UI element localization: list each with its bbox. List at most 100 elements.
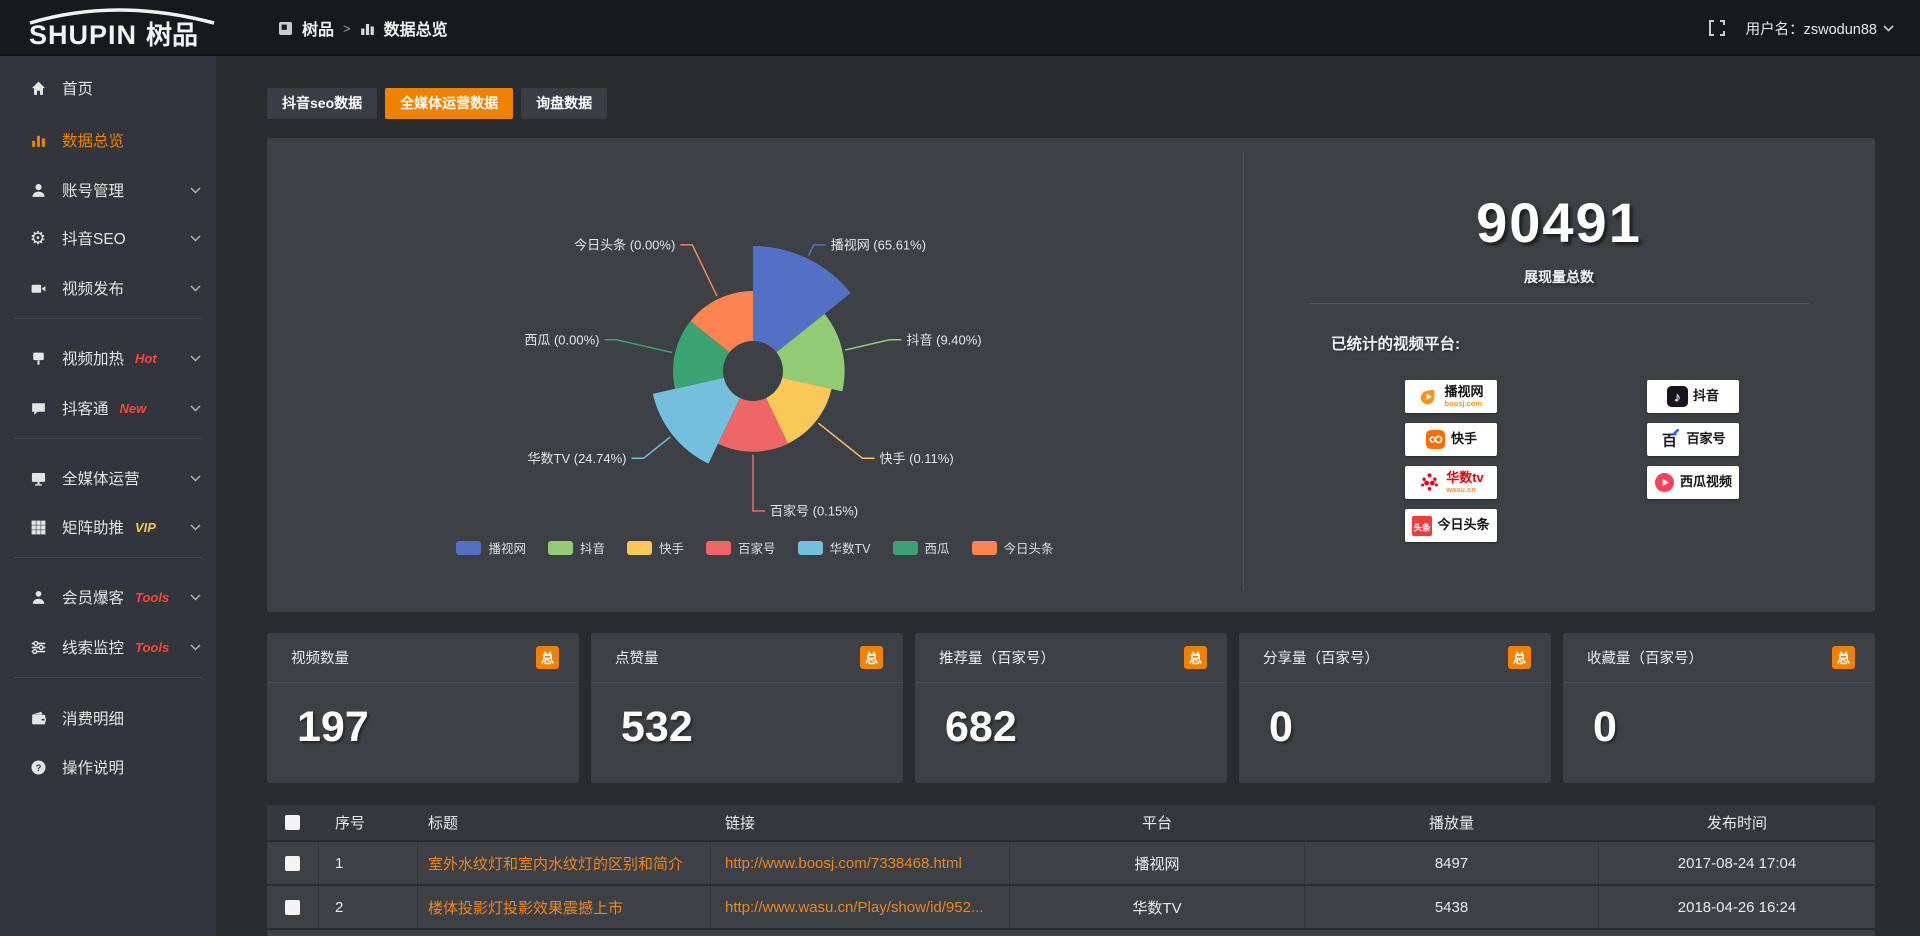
sidebar-item-account-manage[interactable]: 账号管理 xyxy=(0,170,216,210)
sidebar-item-badge: Tools xyxy=(135,639,170,655)
sidebar-item-badge: New xyxy=(119,400,147,416)
chevron-down-icon xyxy=(1883,24,1894,32)
sidebar-item-video-publish[interactable]: 视频发布 xyxy=(0,268,216,308)
pie-slice-3[interactable] xyxy=(718,398,788,452)
pie-slice-6[interactable] xyxy=(690,291,754,353)
legend-label: 百家号 xyxy=(738,542,776,556)
summary-section: 90491 展现量总数 已统计的视频平台: 播视网 boosj.com 快手 华数tv… xyxy=(1243,138,1875,612)
pie-slice-4[interactable] xyxy=(652,377,740,464)
select-all-checkbox[interactable] xyxy=(285,815,300,830)
legend-item-3[interactable]: 百家号 xyxy=(706,538,776,557)
sidebar-item-douyin-seo[interactable]: ⚙ 抖音SEO xyxy=(0,218,216,258)
platform-name: 西瓜视频 xyxy=(1679,474,1732,490)
tab-douyin-seo-data[interactable]: 抖音seo数据 xyxy=(267,88,378,119)
video-title-link[interactable]: 楼体投影灯投影效果震撼上市 xyxy=(428,899,624,917)
platform-name: 今日头条 xyxy=(1437,517,1490,533)
sidebar-item-data-overview[interactable]: 数据总览 xyxy=(0,120,216,160)
legend-item-4[interactable]: 华数TV xyxy=(797,538,871,557)
tab-omni-media-data[interactable]: 全媒体运营数据 xyxy=(385,88,514,119)
sidebar-item-badge: Tools xyxy=(135,589,170,605)
pie-label: 快手 (0.11%) xyxy=(880,451,954,466)
cell-time: 2017-08-24 17:04 xyxy=(1677,854,1797,872)
sidebar-item-home[interactable]: 首页 xyxy=(0,68,216,108)
total-badge: 总 xyxy=(860,646,883,669)
stat-card-0: 视频数量 总 197 xyxy=(267,633,579,783)
sidebar-item-operation-guide[interactable]: ? 操作说明 xyxy=(0,747,216,787)
stat-card-value: 0 xyxy=(1269,703,1293,751)
stat-card-label: 点赞量 xyxy=(615,651,659,667)
table-row-1: 1 室外水纹灯和室内水纹灯的区别和简介 http://www.boosj.com/7… xyxy=(267,840,1875,884)
tab-bar: 抖音seo数据 全媒体运营数据 询盘数据 xyxy=(267,88,608,119)
stat-card-1: 点赞量 总 532 xyxy=(591,633,903,783)
pie-slice-1[interactable] xyxy=(776,313,845,392)
sidebar-item-label: 线索监控 xyxy=(62,640,125,657)
overview-panel: 播视网 (65.61%) 抖音 (9.40%) 快手 (0.11%) 百家号 (0.1… xyxy=(267,138,1875,612)
platform-badge-baijiahao: 百百家号 xyxy=(1647,423,1739,456)
fullscreen-icon[interactable] xyxy=(1708,19,1726,37)
label-line xyxy=(752,454,765,512)
app-window-icon xyxy=(279,21,292,35)
legend-item-0[interactable]: 播视网 xyxy=(456,538,526,557)
legend-item-2[interactable]: 快手 xyxy=(626,538,684,557)
column-header: 平台 xyxy=(1010,805,1305,840)
video-title-link[interactable]: 室外水纹灯和室内水纹灯的区别和简介 xyxy=(428,855,684,873)
baijiahao-icon: 百 xyxy=(1660,429,1681,450)
app-logo[interactable]: SHUPIN 树品 xyxy=(16,6,228,55)
row-checkbox[interactable] xyxy=(285,899,300,915)
video-url-link[interactable]: http://www.boosj.com/7338468.html xyxy=(725,854,962,872)
chevron-down-icon xyxy=(190,285,201,292)
video-icon xyxy=(28,278,48,298)
sidebar-item-label: 视频加热 xyxy=(62,351,125,368)
platform-badge-wasu: 华数tv wasu.cn xyxy=(1405,466,1497,499)
monitor-icon xyxy=(28,468,48,488)
breadcrumb-root[interactable]: 树品 xyxy=(302,22,335,39)
pie-slice-5[interactable] xyxy=(673,321,730,389)
user-menu[interactable]: 用户名：zswodun88 xyxy=(1746,18,1894,39)
label-line xyxy=(807,244,826,257)
sidebar-item-video-boost[interactable]: 视频加热 Hot xyxy=(0,338,216,378)
row-checkbox[interactable] xyxy=(285,855,300,871)
legend-item-6[interactable]: 今日头条 xyxy=(971,538,1054,557)
legend-label: 抖音 xyxy=(579,542,605,556)
platform-badge-douyin: ♪ ♪ ♪ 抖音 xyxy=(1647,380,1739,413)
legend-item-5[interactable]: 西瓜 xyxy=(892,538,950,557)
sidebar-item-member-burst[interactable]: 会员爆客 Tools xyxy=(0,577,216,617)
column-header: 序号 xyxy=(319,805,418,840)
stat-card-2: 推荐量（百家号） 总 682 xyxy=(915,633,1227,783)
sidebar-item-matrix-assist[interactable]: 矩阵助推 VIP xyxy=(0,507,216,547)
pie-slice-0[interactable] xyxy=(753,246,851,353)
legend-swatch xyxy=(797,540,823,555)
sidebar-item-expense-detail[interactable]: 消费明细 xyxy=(0,698,216,738)
cell-plays: 5438 xyxy=(1305,886,1599,928)
header-checkbox-cell xyxy=(267,805,319,840)
xigua-icon xyxy=(1654,472,1675,493)
sidebar-item-douketong[interactable]: 抖客通 New xyxy=(0,388,216,428)
member-icon xyxy=(28,587,48,607)
platform-badges-left: 播视网 boosj.com 快手 华数tv wasu.cn 头条 今日头条 xyxy=(1405,380,1497,542)
boosj-icon xyxy=(1418,386,1439,407)
pie-slice-2[interactable] xyxy=(766,377,832,444)
table-row-2: 2 楼体投影灯投影效果震撼上市 http://www.wasu.cn/Play/sh… xyxy=(267,884,1875,928)
sliders-icon xyxy=(28,637,48,657)
legend-swatch xyxy=(547,540,573,555)
video-url-link[interactable]: http://www.wasu.cn/Play/show/id/952... xyxy=(725,898,984,916)
label-line xyxy=(680,244,718,297)
cell-platform: 华数TV xyxy=(1010,886,1305,928)
tab-inquiry-data[interactable]: 询盘数据 xyxy=(521,88,608,119)
sidebar-item-label: 全媒体运营 xyxy=(62,471,140,488)
sidebar-divider xyxy=(14,677,202,678)
svg-text:♪: ♪ xyxy=(1674,389,1681,404)
sidebar-item-label: 首页 xyxy=(62,81,94,98)
table-header: 序号 标题 链接 平台 播放量 发布时间 xyxy=(267,805,1875,840)
rose-chart[interactable]: 播视网 (65.61%) 抖音 (9.40%) 快手 (0.11%) 百家号 (0.1… xyxy=(267,138,1243,612)
gear-icon: ⚙ xyxy=(29,228,47,248)
total-badge: 总 xyxy=(1508,646,1531,669)
sidebar-item-omni-media[interactable]: 全媒体运营 xyxy=(0,458,216,498)
total-badge: 总 xyxy=(536,646,559,669)
legend-item-1[interactable]: 抖音 xyxy=(547,538,605,557)
main-content: 抖音seo数据 全媒体运营数据 询盘数据 播视网 (65.61%) 抖音 (9.40%… xyxy=(216,56,1920,936)
stat-card-3: 分享量（百家号） 总 0 xyxy=(1239,633,1551,783)
sidebar-item-lead-monitor[interactable]: 线索监控 Tools xyxy=(0,627,216,667)
column-header: 发布时间 xyxy=(1706,815,1767,832)
logo-arc-icon: SHUPIN 树品 xyxy=(29,8,215,50)
